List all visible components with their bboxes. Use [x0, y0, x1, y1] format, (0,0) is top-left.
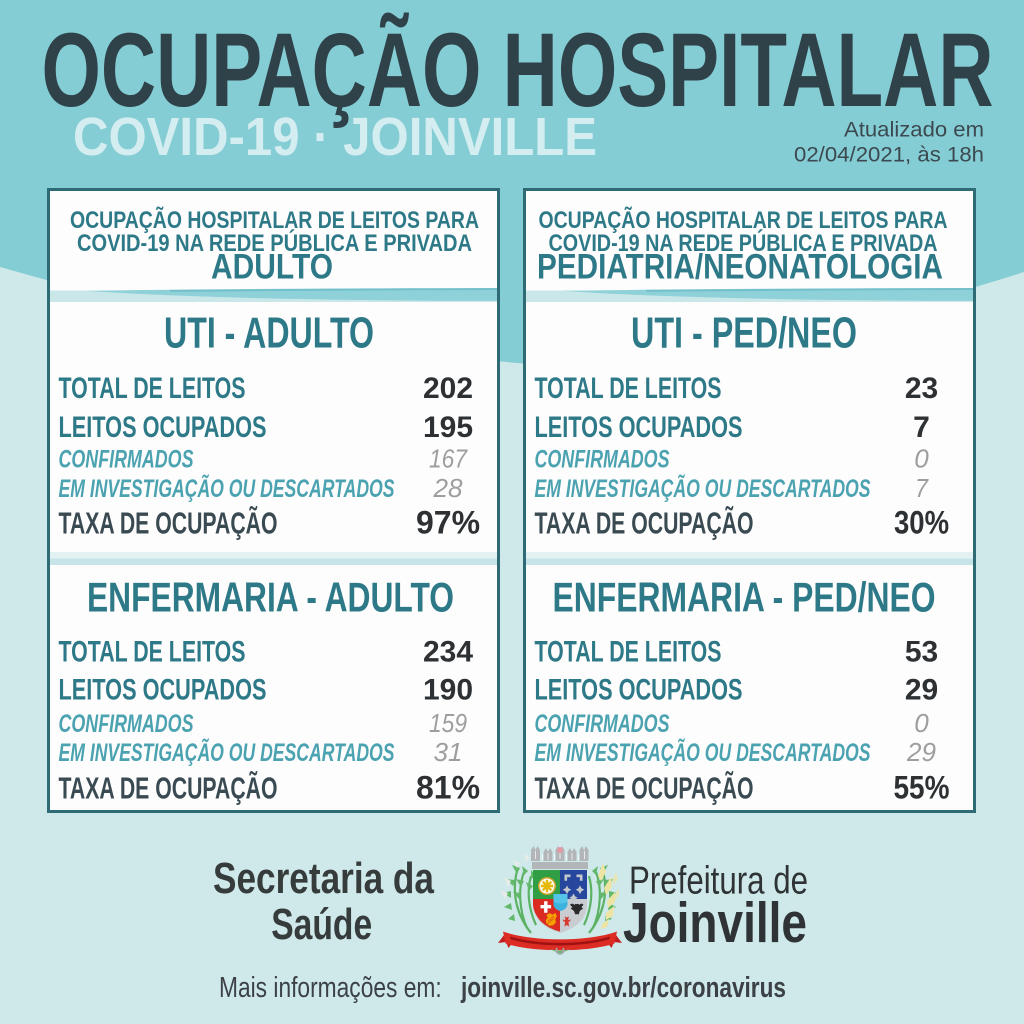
- svg-text:UTI - ADULTO: UTI - ADULTO: [164, 309, 374, 358]
- svg-text:55%: 55%: [894, 770, 950, 806]
- svg-text:28: 28: [432, 473, 463, 503]
- svg-text:TOTAL DE LEITOS: TOTAL DE LEITOS: [59, 372, 246, 405]
- svg-text:PEDIATRIA/NEONATOLOGIA: PEDIATRIA/NEONATOLOGIA: [537, 248, 943, 287]
- svg-text:02/04/2021, às 18h: 02/04/2021, às 18h: [794, 144, 984, 167]
- svg-text:LEITOS OCUPADOS: LEITOS OCUPADOS: [59, 411, 267, 444]
- svg-text:0: 0: [914, 708, 929, 738]
- svg-text:7: 7: [913, 411, 930, 444]
- svg-text:TOTAL DE LEITOS: TOTAL DE LEITOS: [59, 636, 246, 669]
- svg-text:Atualizado em: Atualizado em: [844, 119, 984, 142]
- svg-text:CONFIRMADOS: CONFIRMADOS: [59, 710, 194, 738]
- svg-text:CONFIRMADOS: CONFIRMADOS: [535, 710, 670, 738]
- svg-text:TAXA DE OCUPAÇÃO: TAXA DE OCUPAÇÃO: [535, 506, 754, 541]
- svg-text:COVID-19 NA REDE PÚBLICA E PRI: COVID-19 NA REDE PÚBLICA E PRIVADA: [549, 229, 938, 257]
- svg-text:53: 53: [905, 636, 938, 669]
- svg-text:190: 190: [423, 674, 473, 707]
- svg-text:30%: 30%: [894, 505, 949, 541]
- svg-text:81%: 81%: [416, 770, 480, 806]
- svg-text:Prefeitura de: Prefeitura de: [629, 860, 808, 903]
- svg-text:195: 195: [423, 411, 473, 444]
- svg-text:CONFIRMADOS: CONFIRMADOS: [59, 446, 194, 474]
- svg-text:167: 167: [429, 444, 468, 474]
- svg-text:Saúde: Saúde: [271, 900, 372, 949]
- svg-text:159: 159: [429, 708, 467, 738]
- svg-text:234: 234: [423, 636, 473, 669]
- svg-text:CONFIRMADOS: CONFIRMADOS: [535, 446, 670, 474]
- svg-text:31: 31: [434, 737, 463, 767]
- svg-text:7: 7: [915, 473, 929, 503]
- svg-text:29: 29: [906, 737, 936, 767]
- svg-text:EM INVESTIGAÇÃO OU DESCARTADOS: EM INVESTIGAÇÃO OU DESCARTADOS: [59, 473, 395, 503]
- svg-text:ENFERMARIA - PED/NEO: ENFERMARIA - PED/NEO: [553, 574, 936, 621]
- svg-text:TOTAL DE LEITOS: TOTAL DE LEITOS: [535, 372, 722, 405]
- svg-text:Joinville: Joinville: [623, 891, 807, 955]
- svg-text:COVID-19 NA REDE PÚBLICA E PRI: COVID-19 NA REDE PÚBLICA E PRIVADA: [77, 229, 472, 257]
- svg-text:LEITOS OCUPADOS: LEITOS OCUPADOS: [535, 411, 743, 444]
- svg-text:Secretaria da: Secretaria da: [213, 854, 434, 903]
- svg-text:97%: 97%: [416, 505, 480, 541]
- svg-text:TAXA DE OCUPAÇÃO: TAXA DE OCUPAÇÃO: [535, 771, 754, 806]
- svg-text:TAXA DE OCUPAÇÃO: TAXA DE OCUPAÇÃO: [59, 771, 278, 806]
- svg-text:TOTAL DE LEITOS: TOTAL DE LEITOS: [535, 636, 722, 669]
- svg-text:TAXA DE OCUPAÇÃO: TAXA DE OCUPAÇÃO: [59, 506, 278, 541]
- svg-text:UTI - PED/NEO: UTI - PED/NEO: [631, 309, 857, 358]
- svg-text:OCUPAÇÃO HOSPITALAR DE LEITOS: OCUPAÇÃO HOSPITALAR DE LEITOS PARA: [70, 206, 479, 234]
- svg-text:0: 0: [914, 444, 929, 474]
- svg-text:LEITOS OCUPADOS: LEITOS OCUPADOS: [59, 674, 267, 707]
- svg-text:EM INVESTIGAÇÃO OU DESCARTADOS: EM INVESTIGAÇÃO OU DESCARTADOS: [535, 473, 871, 503]
- svg-text:EM INVESTIGAÇÃO OU DESCARTADOS: EM INVESTIGAÇÃO OU DESCARTADOS: [535, 737, 871, 767]
- svg-text:29: 29: [905, 674, 938, 707]
- svg-text:COVID-19 · JOINVILLE: COVID-19 · JOINVILLE: [73, 107, 597, 167]
- svg-text:OCUPAÇÃO HOSPITALAR DE LEITOS: OCUPAÇÃO HOSPITALAR DE LEITOS PARA: [539, 206, 948, 234]
- svg-text:ADULTO: ADULTO: [211, 248, 333, 287]
- svg-text:202: 202: [423, 372, 473, 405]
- svg-text:ENFERMARIA - ADULTO: ENFERMARIA - ADULTO: [87, 574, 454, 621]
- svg-text:Mais informações em: joinville: Mais informações em: joinville.sc.gov.br…: [219, 972, 786, 1004]
- svg-text:23: 23: [905, 372, 938, 405]
- svg-text:EM INVESTIGAÇÃO OU DESCARTADOS: EM INVESTIGAÇÃO OU DESCARTADOS: [59, 737, 395, 767]
- svg-text:OCUPAÇÃO HOSPITALAR: OCUPAÇÃO HOSPITALAR: [42, 11, 994, 129]
- svg-text:LEITOS OCUPADOS: LEITOS OCUPADOS: [535, 674, 743, 707]
